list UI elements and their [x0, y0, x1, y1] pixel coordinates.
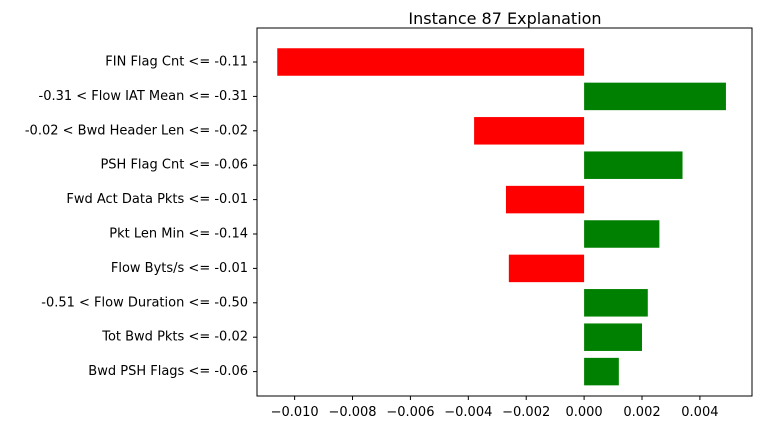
y-tick-label: Pkt Len Min <= -0.14 [109, 227, 248, 242]
y-tick-label: Bwd PSH Flags <= -0.06 [88, 364, 248, 379]
x-tick-label: −0.004 [444, 405, 492, 420]
y-tick-label: -0.31 < Flow IAT Mean <= -0.31 [39, 89, 249, 104]
bar-8 [584, 323, 642, 351]
bar-5 [584, 220, 660, 248]
chart-title: Instance 87 Explanation [408, 9, 601, 28]
bar-2 [474, 117, 585, 145]
x-tick-label: −0.010 [271, 405, 319, 420]
bar-3 [584, 151, 683, 179]
y-tick-label: -0.51 < Flow Duration <= -0.50 [41, 295, 248, 310]
x-tick-label: −0.006 [386, 405, 434, 420]
plot-area-frame [256, 27, 753, 397]
x-tick-label: 0.002 [623, 405, 660, 420]
bar-4 [505, 185, 585, 214]
bar-9 [584, 357, 619, 386]
y-tick-label: Tot Bwd Pkts <= -0.02 [101, 330, 248, 345]
y-axis: FIN Flag Cnt <= -0.11 -0.31 < Flow IAT Me… [25, 55, 257, 379]
y-tick-label: Fwd Act Data Pkts <= -0.01 [66, 192, 248, 207]
bars-group [277, 48, 726, 386]
bar-1 [584, 82, 726, 111]
bar-6 [508, 254, 585, 283]
y-tick-label: PSH Flag Cnt <= -0.06 [100, 158, 248, 173]
y-tick-label: FIN Flag Cnt <= -0.11 [105, 55, 248, 70]
x-axis: −0.010 −0.008 −0.006 −0.004 −0.002 0.000 0.002… [271, 396, 719, 420]
x-tick-label: 0.004 [681, 405, 718, 420]
x-tick-label: −0.008 [328, 405, 376, 420]
y-tick-label: -0.02 < Bwd Header Len <= -0.02 [25, 123, 248, 138]
x-tick-label: 0.000 [565, 405, 602, 420]
y-tick-label: Flow Byts/s <= -0.01 [111, 261, 248, 276]
x-tick-label: −0.002 [502, 405, 550, 420]
bar-0 [277, 48, 585, 76]
bar-7 [584, 289, 648, 317]
